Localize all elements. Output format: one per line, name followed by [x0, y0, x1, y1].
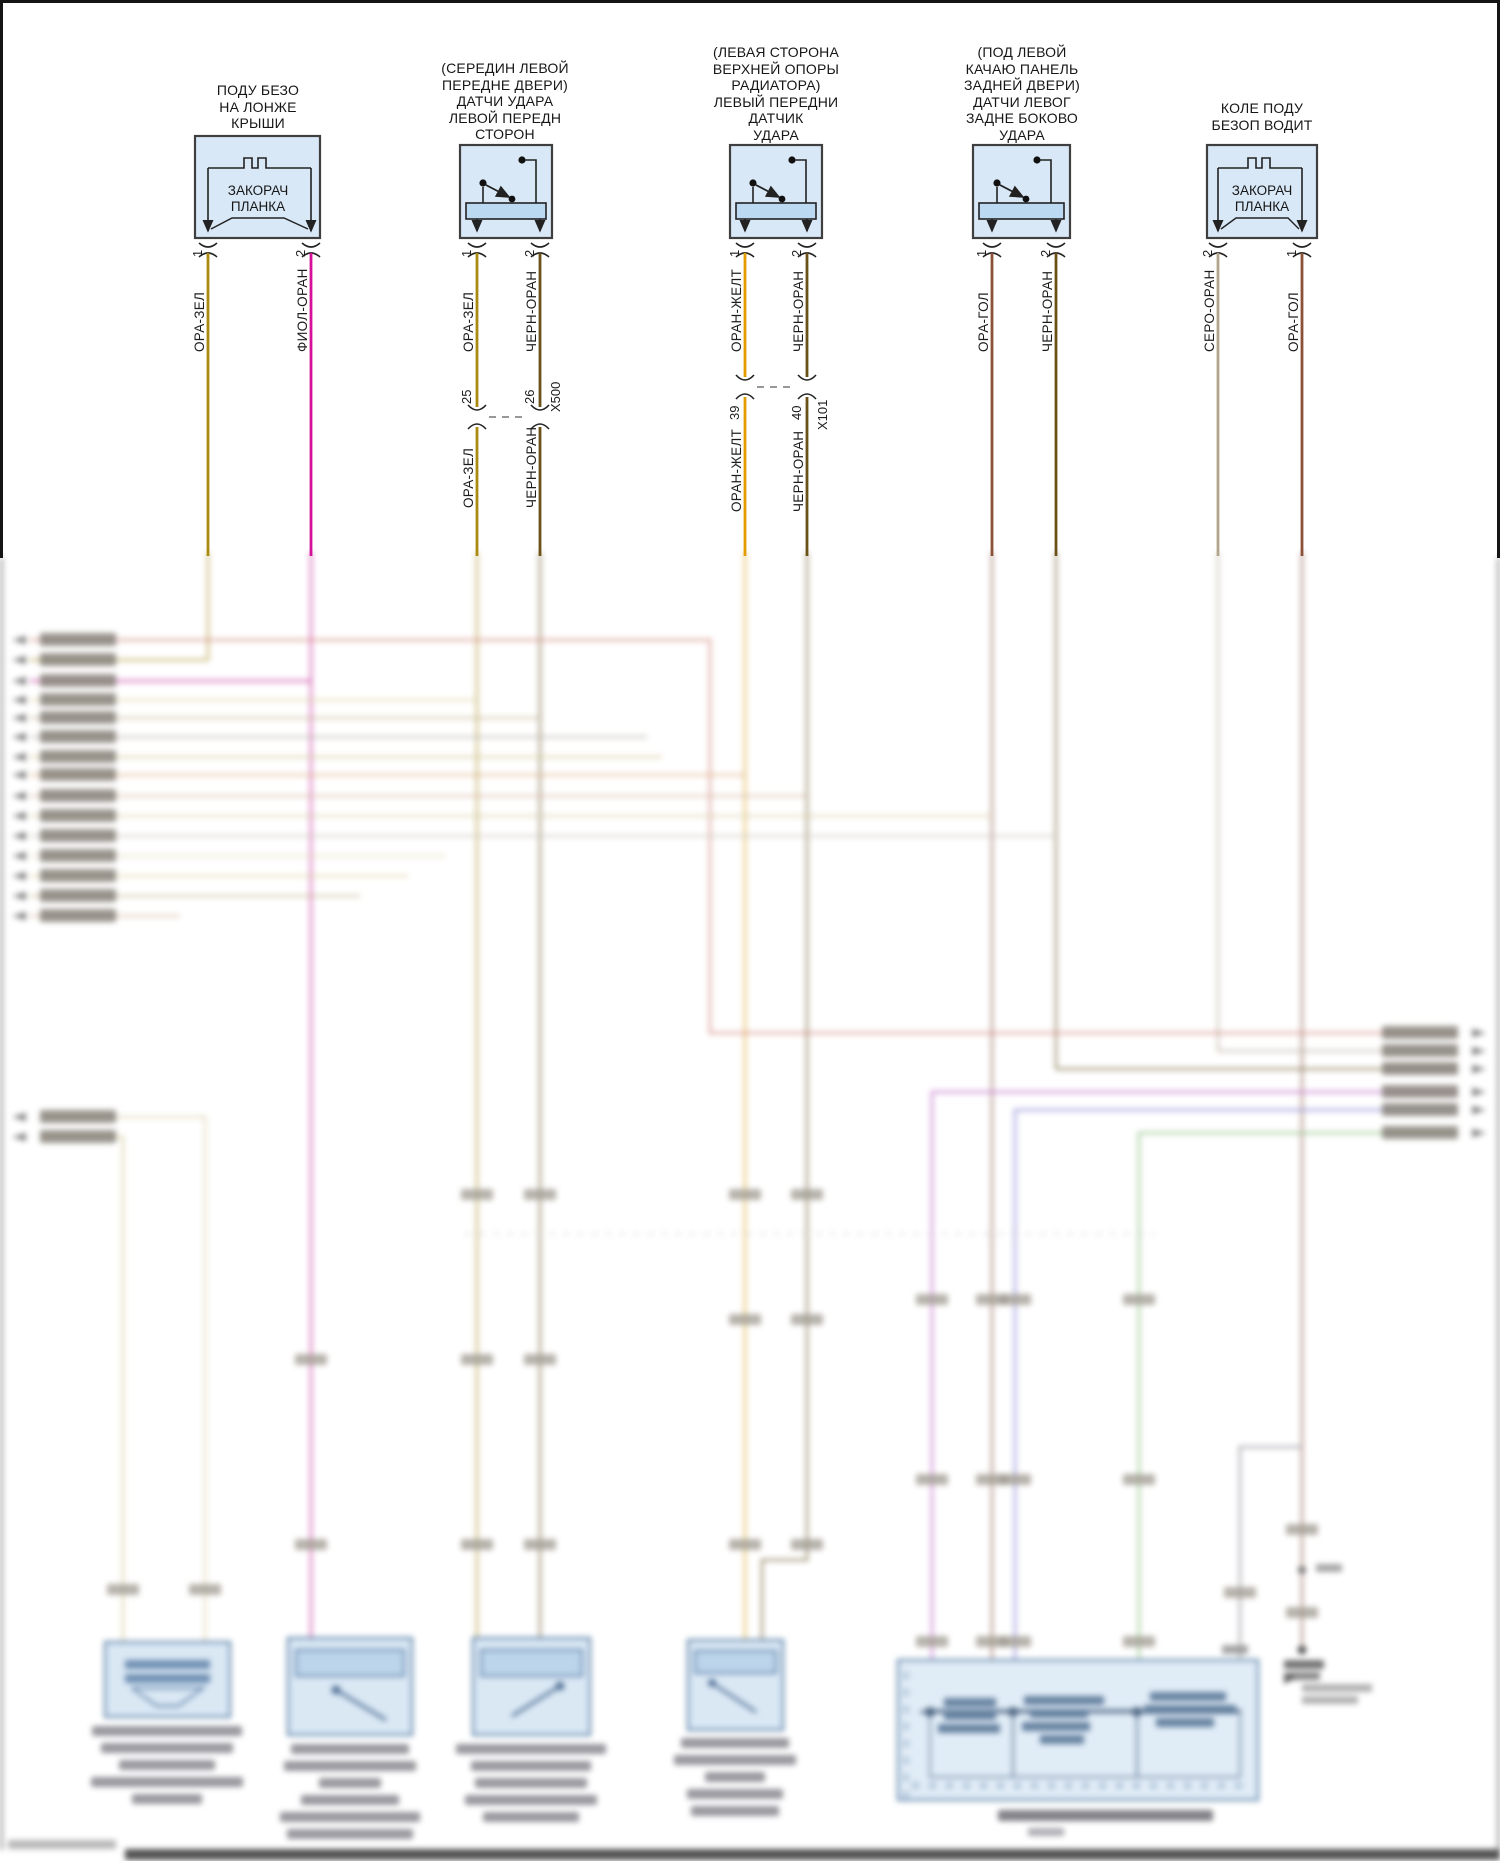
pin-number: 2 — [522, 249, 537, 257]
wire-label: ФИОЛ-ОРАН — [295, 268, 310, 352]
connector-pin-number: 25 — [459, 389, 474, 404]
wire-label: ЧЕРН-ОРАН — [524, 270, 539, 352]
wire-label: ЧЕРН-ОРАН — [524, 426, 539, 508]
component-title-1: ПОДУ БЕЗО НА ЛОНЖЕ КРЫШИ — [216, 82, 300, 131]
wire-label: ОРА-ЗЕЛ — [461, 447, 476, 508]
wire-label: ОРА-ЗЕЛ — [461, 291, 476, 352]
wire-label: ОРАН-ЖЕЛТ — [729, 428, 744, 512]
pin-number: 1 — [190, 249, 205, 257]
wire-label: ОРА-ЗЕЛ — [192, 291, 207, 352]
pin-number: 2 — [1038, 249, 1053, 257]
connector-pin-number: 39 — [727, 405, 742, 420]
pin-number: 1 — [727, 249, 742, 257]
wire-label: СЕРО-ОРАН — [1202, 269, 1217, 352]
pin-number: 1 — [1284, 249, 1299, 257]
connector-pin-number: 40 — [789, 405, 804, 420]
connector-name: X500 — [548, 381, 563, 412]
pin-number: 1 — [974, 249, 989, 257]
wire-label: ОРАН-ЖЕЛТ — [729, 268, 744, 352]
wire-label: ЧЕРН-ОРАН — [791, 430, 806, 512]
component-title-2: (СЕРЕДИН ЛЕВОЙ ПЕРЕДНЕ ДВЕРИ) ДАТЧИ УДАР… — [441, 60, 569, 142]
shorting-bar-label-5: ЗАКОРАЧ ПЛАНКА — [1231, 183, 1293, 214]
connector-name: X101 — [815, 399, 830, 430]
pin-number: 1 — [459, 249, 474, 257]
wire-label: ЧЕРН-ОРАН — [1040, 270, 1055, 352]
pin-number: 2 — [789, 249, 804, 257]
component-title-4: (ПОД ЛЕВОЙ КАЧАЮ ПАНЕЛЬ ЗАДНЕЙ ДВЕРИ) ДА… — [964, 44, 1080, 143]
component-title-5: КОЛЕ ПОДУ БЕЗОП ВОДИТ — [1211, 100, 1313, 133]
wire-label: ЧЕРН-ОРАН — [791, 270, 806, 352]
connector-pin-number: 26 — [522, 389, 537, 404]
wire-label: ОРА-ГОЛ — [1286, 292, 1301, 352]
pin-number: 2 — [293, 249, 308, 257]
pin-number: 2 — [1200, 249, 1215, 257]
shorting-bar-label-1: ЗАКОРАЧ ПЛАНКА — [227, 183, 289, 214]
wire-label: ОРА-ГОЛ — [976, 292, 991, 352]
component-title-3: (ЛЕВАЯ СТОРОНА ВЕРХНЕЙ ОПОРЫ РАДИАТОРА) … — [712, 44, 840, 143]
